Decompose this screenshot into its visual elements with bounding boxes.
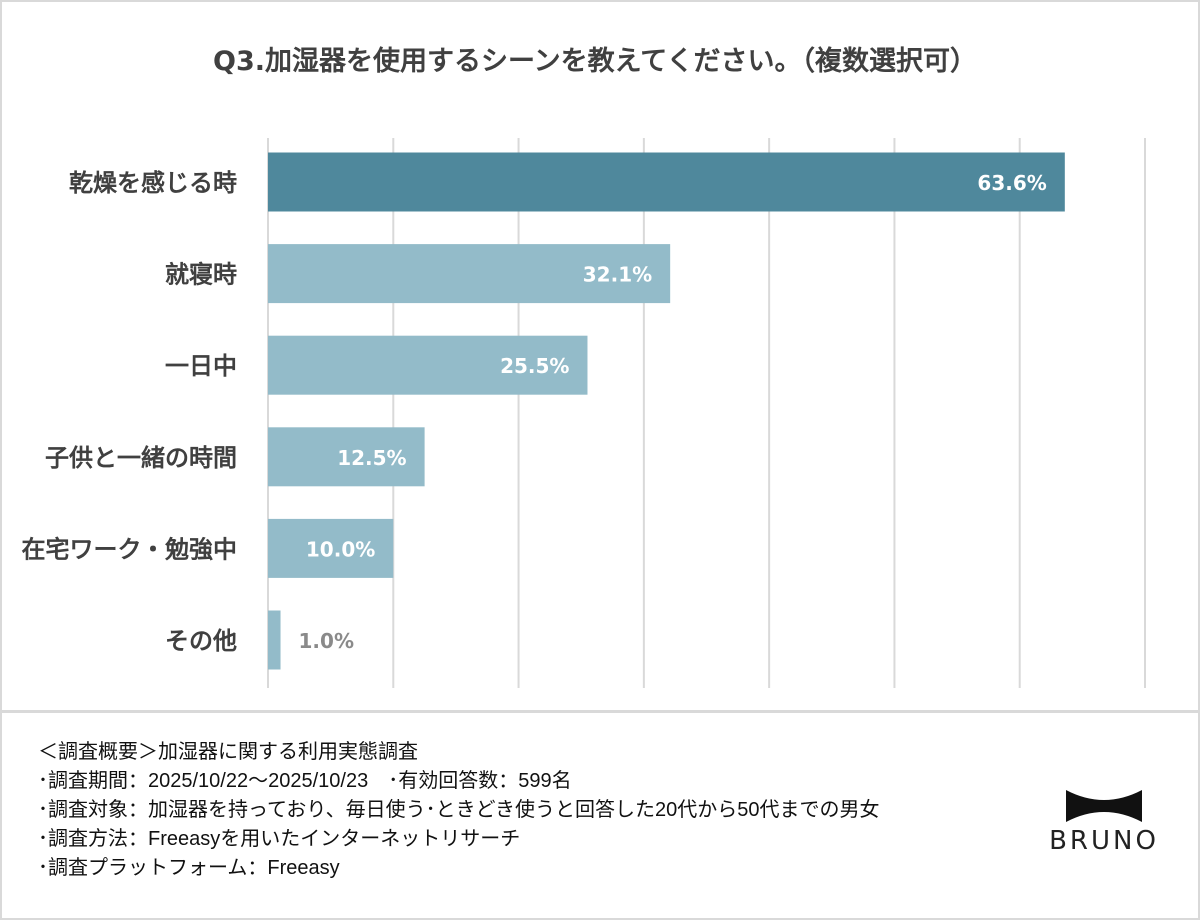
- bar: [268, 152, 1065, 212]
- chart-title: Q3.加湿器を使用するシーンを教えてください。（複数選択可）: [213, 45, 977, 77]
- bar: [268, 610, 281, 670]
- bar: [268, 244, 671, 304]
- bruno-logo: BRUNO: [1048, 788, 1160, 860]
- bruno-logo-mark-icon: [1066, 790, 1142, 822]
- summary-line: ･調査対象：加湿器を持っており、毎日使う･ときどき使うと回答した20代から50代…: [38, 799, 880, 821]
- survey-summary: ＜調査概要＞加湿器に関する利用実態調査 ･調査期間：2025/10/22～2025…: [38, 738, 880, 883]
- category-label: 子供と一緒の時間: [45, 444, 237, 472]
- summary-line: ＜調査概要＞加湿器に関する利用実態調査: [38, 741, 418, 763]
- summary-line: ･調査期間：2025/10/22～2025/10/23 ･有効回答数：599名: [38, 770, 572, 792]
- category-label: 一日中: [165, 352, 237, 380]
- category-label: 就寝時: [165, 261, 237, 289]
- category-label: 在宅ワーク・勉強中: [21, 535, 237, 563]
- category-label: 乾燥を感じる時: [69, 169, 237, 197]
- data-label: 1.0%: [299, 629, 354, 653]
- bar: [268, 518, 394, 578]
- bar: [268, 335, 588, 395]
- data-label: 10.0%: [306, 537, 375, 561]
- chart-panel: [2, 2, 1198, 713]
- summary-line: ･調査方法：Freeasyを用いたインターネットリサーチ: [38, 828, 521, 850]
- logo-text: BRUNO: [1049, 826, 1159, 856]
- data-label: 25.5%: [500, 354, 569, 378]
- data-label: 32.1%: [583, 263, 652, 287]
- data-label: 63.6%: [977, 171, 1046, 195]
- bar: [268, 427, 425, 487]
- bar-chart: Q3.加湿器を使用するシーンを教えてください。（複数選択可） 乾燥を感じる時 63…: [21, 45, 1146, 688]
- summary-line: ･調査プラットフォーム：Freeasy: [38, 857, 340, 879]
- category-label: その他: [165, 627, 237, 655]
- data-label: 12.5%: [337, 446, 406, 470]
